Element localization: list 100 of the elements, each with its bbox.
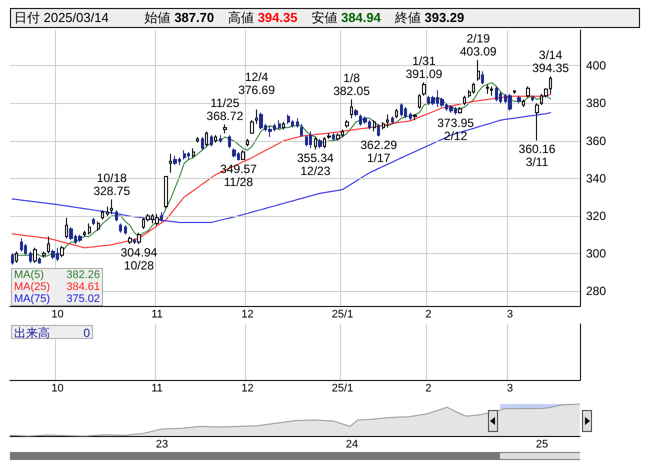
annotation: 373.95 2/12 xyxy=(437,116,474,144)
text: 0 xyxy=(83,326,90,340)
candlestick xyxy=(531,95,534,102)
text: 終値 393.29 xyxy=(394,10,464,25)
candlestick xyxy=(11,252,14,266)
y-tick-label: 380 xyxy=(586,96,606,110)
candlestick xyxy=(526,86,530,98)
candlestick xyxy=(535,102,539,141)
candlestick xyxy=(314,136,317,150)
category-label: 10 xyxy=(51,382,64,394)
candlestick xyxy=(354,108,358,117)
candlestick xyxy=(106,206,109,216)
y-tick-label: 280 xyxy=(586,284,606,298)
candlestick xyxy=(345,120,349,128)
candlestick xyxy=(210,134,213,147)
candlestick xyxy=(223,124,227,134)
candlestick xyxy=(377,123,380,137)
candlestick xyxy=(382,122,385,130)
x-tick-label: 24 xyxy=(346,438,358,450)
candlestick xyxy=(124,224,127,236)
candlestick xyxy=(495,86,498,102)
candlestick xyxy=(409,112,412,121)
annotation: 375.02 xyxy=(66,293,100,305)
annotation: 304.94 10/28 xyxy=(120,246,158,273)
candlestick xyxy=(404,106,407,119)
candlestick xyxy=(115,210,118,222)
candlestick xyxy=(458,106,462,114)
candlestick xyxy=(318,138,322,149)
annotation: 10/18 328.75 xyxy=(93,170,130,198)
candlestick xyxy=(169,153,172,174)
candlestick xyxy=(327,132,331,140)
category-label: 3 xyxy=(506,382,513,394)
annotation: 360.16 3/11 xyxy=(518,142,556,169)
candlestick xyxy=(463,95,466,106)
candlestick xyxy=(391,116,394,124)
text: 始値 387.70 xyxy=(144,10,214,25)
candlestick xyxy=(309,130,312,149)
candlestick xyxy=(278,120,281,130)
x-tick-label: 11 xyxy=(151,308,163,320)
candlestick xyxy=(192,148,195,158)
candlestick xyxy=(173,155,177,166)
candlestick xyxy=(477,59,480,82)
x-tick-label: 3 xyxy=(506,308,513,320)
annotation: 382.26 xyxy=(66,269,100,281)
candlestick xyxy=(300,123,303,138)
annotation: 3/14 394.35 xyxy=(532,48,570,75)
candlestick xyxy=(219,134,222,144)
candlestick xyxy=(160,212,163,222)
candlestick xyxy=(101,210,104,220)
annotation: 384.61 xyxy=(66,281,100,293)
candlestick xyxy=(422,82,426,96)
y-tick-label: 400 xyxy=(586,58,606,73)
candlestick xyxy=(259,112,263,130)
candlestick xyxy=(490,86,493,96)
annotation: 362.29 1/17 xyxy=(360,138,398,165)
candlestick xyxy=(205,130,208,147)
candlestick xyxy=(522,98,525,108)
text: 出来高 xyxy=(14,326,50,340)
candlestick xyxy=(15,251,18,264)
candlestick xyxy=(517,95,521,104)
candlestick xyxy=(42,251,46,258)
candlestick xyxy=(51,249,55,260)
candlestick xyxy=(137,232,141,245)
candlestick xyxy=(128,236,132,245)
candlestick xyxy=(508,93,512,112)
candlestick xyxy=(395,108,398,119)
candlestick xyxy=(232,148,236,158)
text: MA(75) xyxy=(14,293,50,305)
candlestick xyxy=(196,136,199,144)
candlestick xyxy=(486,84,489,94)
candlestick xyxy=(78,234,82,243)
candlestick xyxy=(373,120,376,132)
candlestick xyxy=(287,114,290,124)
y-tick-label: 320 xyxy=(586,208,606,223)
candlestick xyxy=(119,222,122,234)
candlestick xyxy=(350,98,353,119)
y-tick-label: 340 xyxy=(586,171,606,186)
annotation: 11/25 368.72 xyxy=(206,96,244,123)
candlestick xyxy=(481,70,484,85)
candlestick xyxy=(201,136,204,151)
candlestick xyxy=(241,150,245,160)
candlestick xyxy=(83,230,86,238)
candlestick xyxy=(97,221,100,232)
candlestick xyxy=(472,82,475,94)
category-label: 25/1 xyxy=(332,382,354,394)
candlestick xyxy=(413,114,417,121)
candlestick xyxy=(305,134,308,147)
annotation: 1/31 391.09 xyxy=(406,54,443,81)
candlestick xyxy=(33,247,37,264)
candlestick xyxy=(246,138,249,147)
candlestick xyxy=(255,108,258,124)
x-tick-label: 10 xyxy=(51,308,64,320)
annotation: 1/8 382.05 xyxy=(333,70,370,98)
candlestick xyxy=(20,238,23,252)
candlestick xyxy=(332,132,335,142)
text: 安値 384.94 xyxy=(311,10,381,25)
x-tick-label: 12 xyxy=(241,308,254,320)
candlestick xyxy=(214,134,217,144)
annotation: 2/19 403.09 xyxy=(460,31,497,58)
candlestick xyxy=(164,176,168,209)
